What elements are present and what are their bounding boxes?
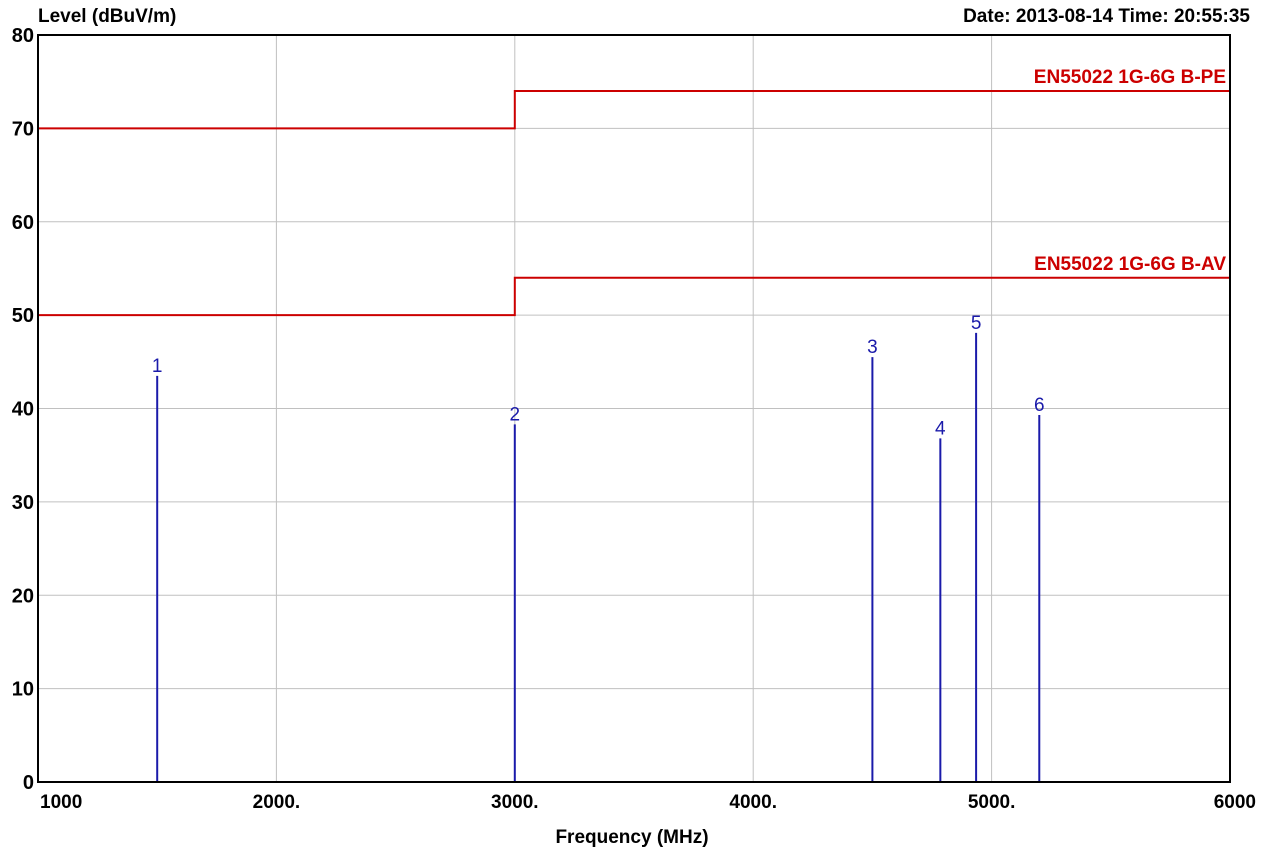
limit-line-label: EN55022 1G-6G B-AV: [1034, 254, 1226, 275]
x-axis-label: Frequency (MHz): [555, 827, 708, 848]
y-tick-label: 10: [12, 679, 34, 701]
marker-label: 4: [935, 418, 946, 439]
y-tick-label: 20: [12, 585, 34, 607]
markers: 1 2 3 4 5 6: [152, 313, 1045, 782]
y-tick-label: 0: [23, 772, 34, 794]
y-tick-label: 70: [12, 118, 34, 140]
y-tick-label: 60: [12, 212, 34, 234]
x-tick-label: 6000: [1214, 792, 1256, 813]
marker-label: 6: [1034, 395, 1045, 416]
date-time-stamp: Date: 2013-08-14 Time: 20:55:35: [963, 6, 1250, 27]
x-tick-label: 4000.: [729, 792, 777, 813]
marker-label: 1: [152, 356, 163, 377]
y-tick-labels: 0 10 20 30 40 50 60 70 80: [12, 25, 34, 794]
y-tick-label: 30: [12, 492, 34, 514]
y-tick-label: 50: [12, 305, 34, 327]
x-tick-label: 5000.: [968, 792, 1016, 813]
y-tick-label: 80: [12, 25, 34, 47]
limit-line: [38, 90, 1230, 130]
marker-label: 5: [971, 313, 982, 334]
marker-label: 2: [510, 404, 521, 425]
x-tick-label: 3000.: [491, 792, 539, 813]
y-tick-label: 40: [12, 399, 34, 421]
marker-label: 3: [867, 337, 878, 358]
x-tick-label: 2000.: [253, 792, 301, 813]
x-tick-label: 1000: [40, 792, 82, 813]
y-axis-label: Level (dBuV/m): [38, 6, 176, 27]
limit-line: [38, 276, 1230, 317]
plot-frame: [37, 34, 1231, 783]
grid: [37, 34, 1231, 783]
limit-lines: EN55022 1G-6G B-PE EN55022 1G-6G B-AV: [38, 67, 1230, 317]
limit-line-label: EN55022 1G-6G B-PE: [1034, 67, 1226, 88]
x-tick-labels: 1000 2000. 3000. 4000. 5000. 6000: [40, 792, 1256, 813]
